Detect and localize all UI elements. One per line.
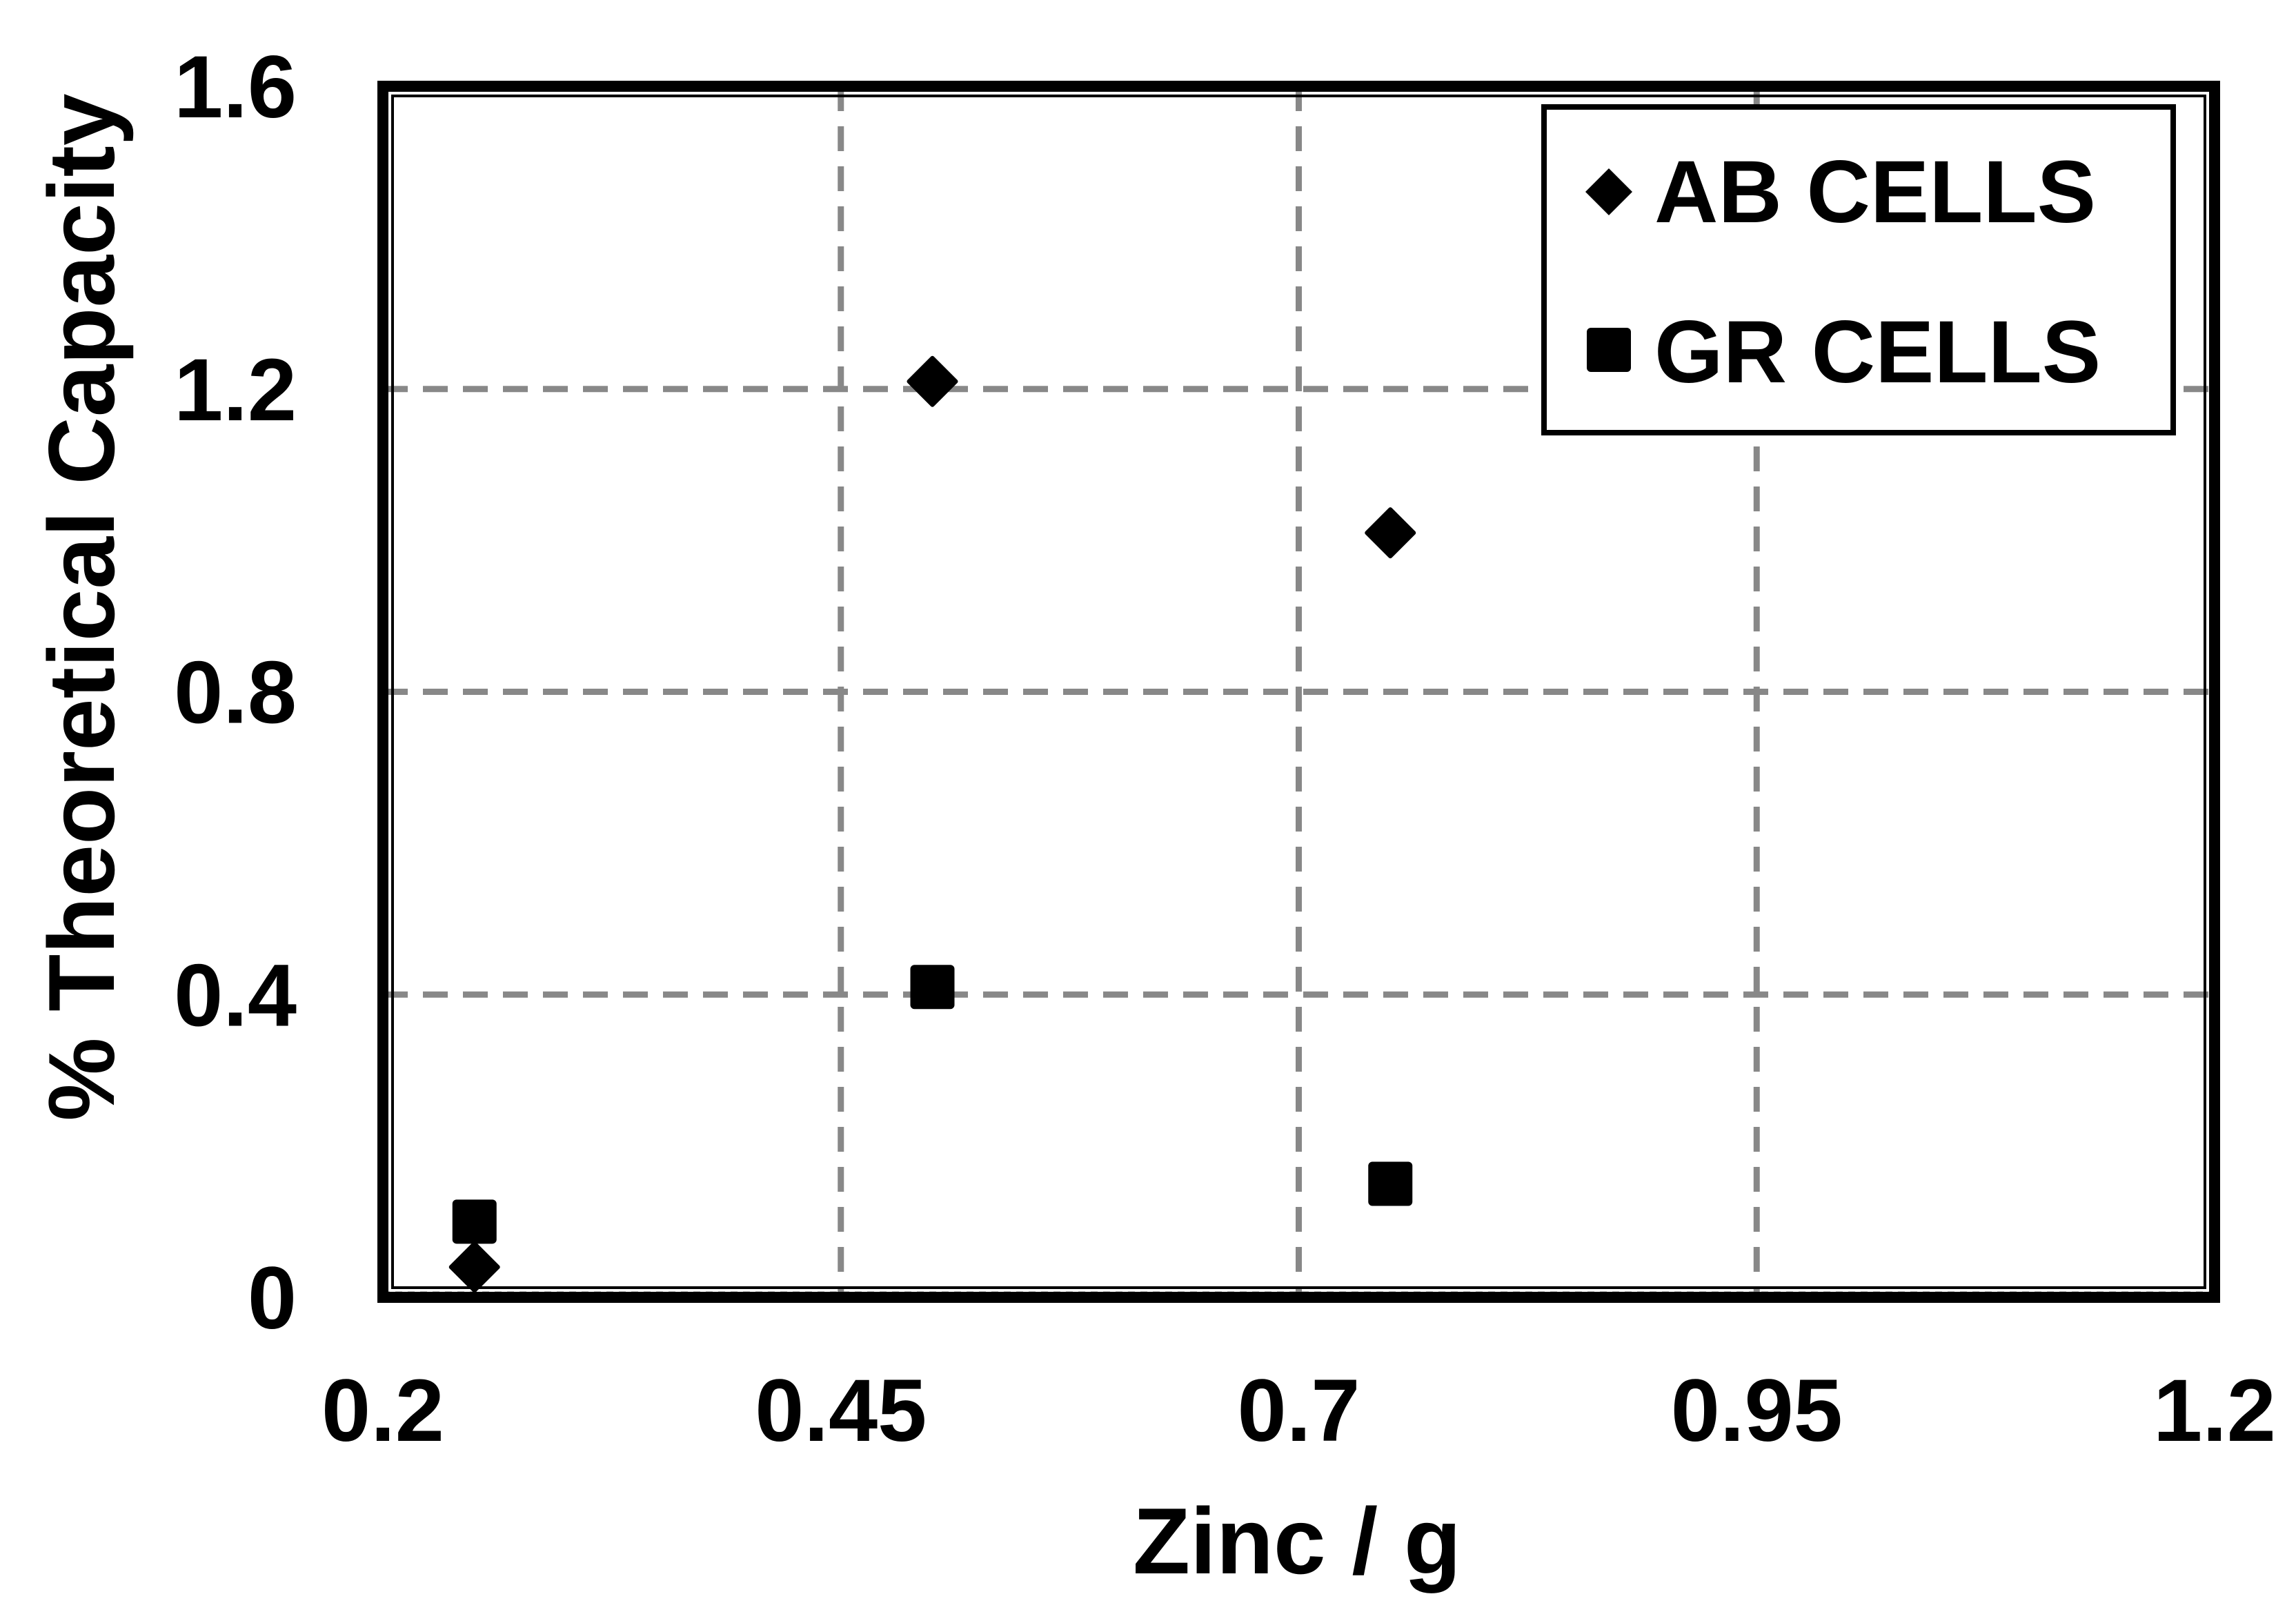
diamond-point — [907, 355, 958, 407]
y-tick-label: 0.4 — [174, 946, 297, 1045]
diamond-point — [448, 1241, 500, 1293]
plot-area-frame — [377, 81, 2220, 1303]
x-tick-label: 0.95 — [1671, 1362, 1843, 1460]
x-tick-label: 0.7 — [1238, 1362, 1360, 1460]
x-tick-label: 1.2 — [2153, 1362, 2276, 1460]
y-tick-label: 0 — [248, 1249, 297, 1348]
legend: AB CELLS GR CELLS — [1541, 104, 2176, 435]
plot-area-inner-frame — [391, 95, 2206, 1289]
legend-square-marker — [1587, 328, 1631, 372]
y-tick-label: 1.2 — [174, 341, 297, 440]
legend-diamond-marker — [1585, 168, 1632, 215]
x-axis-tick-labels: 0.2 0.45 0.7 0.95 1.2 — [321, 1362, 2276, 1460]
x-tick-label: 0.45 — [755, 1362, 927, 1460]
legend-box — [1541, 104, 2176, 435]
legend-label-gr-cells: GR CELLS — [1654, 303, 2101, 402]
x-tick-label: 0.2 — [321, 1362, 444, 1460]
y-axis-title: % Theoretical Capacity — [29, 94, 134, 1121]
square-point — [452, 1199, 497, 1244]
x-axis-title: Zinc / g — [1133, 1488, 1461, 1593]
y-tick-label: 1.6 — [174, 38, 297, 137]
diamond-point — [1365, 507, 1416, 559]
data-points — [448, 355, 1416, 1293]
square-point — [910, 965, 955, 1010]
legend-label-ab-cells: AB CELLS — [1654, 143, 2096, 242]
square-point — [1368, 1161, 1413, 1206]
y-tick-label: 0.8 — [174, 644, 297, 743]
y-axis-tick-labels: 0 0.4 0.8 1.2 1.6 — [174, 38, 297, 1348]
